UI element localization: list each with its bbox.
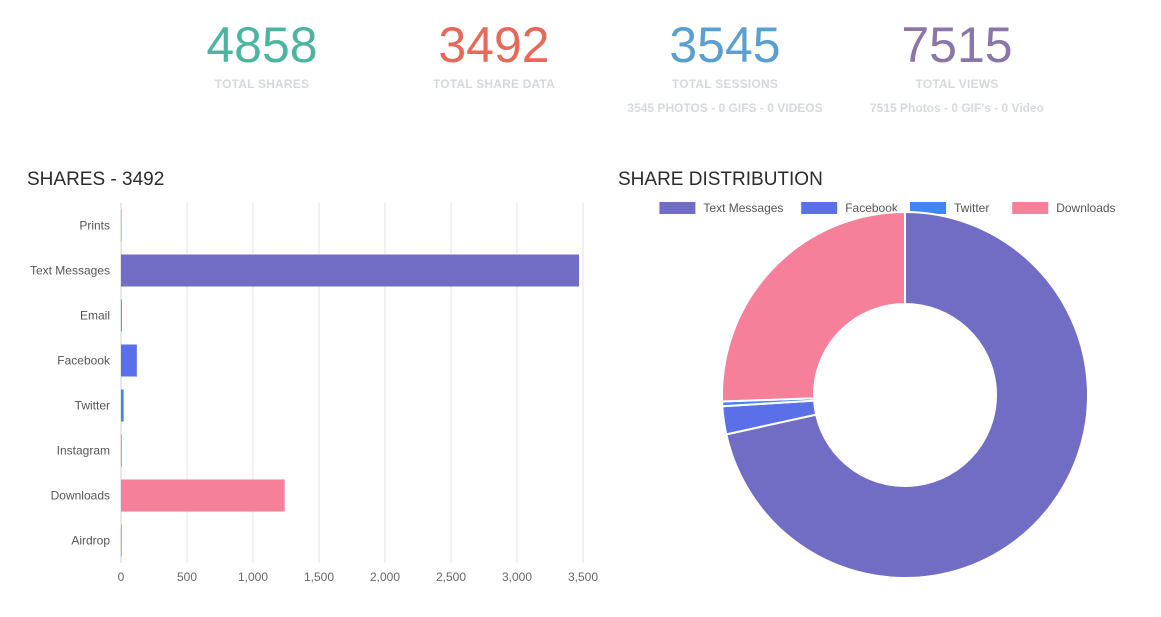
legend-swatch: [801, 202, 838, 214]
stat-total-share-data: 3492 TOTAL SHARE DATA: [384, 18, 604, 91]
stat-total-views-label: TOTAL VIEWS: [915, 77, 999, 91]
legend-swatch: [659, 202, 696, 214]
x-tick-label: 3,000: [502, 570, 532, 584]
y-tick-label: Facebook: [57, 354, 111, 368]
y-tick-label: Twitter: [75, 399, 110, 413]
y-tick-label: Prints: [79, 219, 110, 233]
stat-total-share-data-value: 3492: [438, 17, 550, 73]
x-tick-label: 1,500: [304, 570, 334, 584]
bar-text-messages[interactable]: [121, 254, 580, 287]
shares-bar-chart: 0 500 1,000 1,500 2,000 2,500 3,000 3,500 Prints…: [30, 203, 598, 584]
slice-text-messages[interactable]: [725, 210, 1089, 579]
x-tick-label: 1,000: [238, 570, 268, 584]
x-tick-label: 2,500: [436, 570, 466, 584]
x-tick-label: 0: [118, 570, 125, 584]
stat-total-shares-value: 4858: [206, 17, 318, 73]
stat-total-sessions-breakdown: 3545 PHOTOS - 0 GIFS - 0 VIDEOS: [627, 101, 823, 115]
bar-downloads[interactable]: [121, 479, 285, 512]
bar-facebook[interactable]: [121, 344, 137, 377]
x-tick-label: 2,000: [370, 570, 400, 584]
stat-total-sessions-value: 3545: [669, 17, 781, 73]
legend-swatch: [1012, 202, 1049, 214]
legend-label: Downloads: [1056, 201, 1115, 215]
legend-label: Text Messages: [703, 201, 783, 215]
y-tick-label: Instagram: [57, 444, 110, 458]
bar-airdrop[interactable]: [121, 524, 122, 557]
bar-twitter[interactable]: [121, 389, 124, 422]
x-tick-label: 3,500: [568, 570, 598, 584]
bar-prints[interactable]: [121, 209, 122, 242]
stat-total-sessions: 3545 TOTAL SESSIONS 3545 PHOTOS - 0 GIFS…: [615, 18, 835, 115]
y-tick-label: Airdrop: [71, 534, 110, 548]
y-tick-label: Downloads: [51, 489, 110, 503]
legend-swatch: [910, 202, 946, 214]
stat-total-views-breakdown: 7515 Photos - 0 GIF's - 0 Video: [869, 101, 1045, 115]
share-distribution-title: SHARE DISTRIBUTION: [618, 169, 823, 190]
stat-total-views: 7515 TOTAL VIEWS 7515 Photos - 0 GIF's -…: [847, 18, 1067, 115]
stats-row: 4858 TOTAL SHARES 3492 TOTAL SHARE DATA …: [0, 18, 1161, 128]
bar-email[interactable]: [121, 299, 122, 332]
legend-label: Facebook: [845, 201, 899, 215]
slice-downloads[interactable]: [721, 210, 906, 403]
stat-total-sessions-label: TOTAL SESSIONS: [671, 77, 779, 91]
legend-label: Twitter: [954, 201, 989, 215]
y-tick-label: Email: [80, 309, 110, 323]
stat-total-shares-label: TOTAL SHARES: [214, 77, 310, 91]
stat-total-share-data-label: TOTAL SHARE DATA: [432, 77, 556, 91]
x-tick-label: 500: [177, 570, 197, 584]
shares-title: SHARES - 3492: [27, 169, 165, 190]
stat-total-shares: 4858 TOTAL SHARES: [152, 18, 372, 91]
share-distribution-donut-chart: Text Messages Facebook Twitter Downloads: [659, 201, 1116, 579]
y-tick-label: Text Messages: [30, 264, 110, 278]
bar-instagram[interactable]: [121, 434, 122, 467]
stat-total-views-value: 7515: [901, 17, 1013, 73]
